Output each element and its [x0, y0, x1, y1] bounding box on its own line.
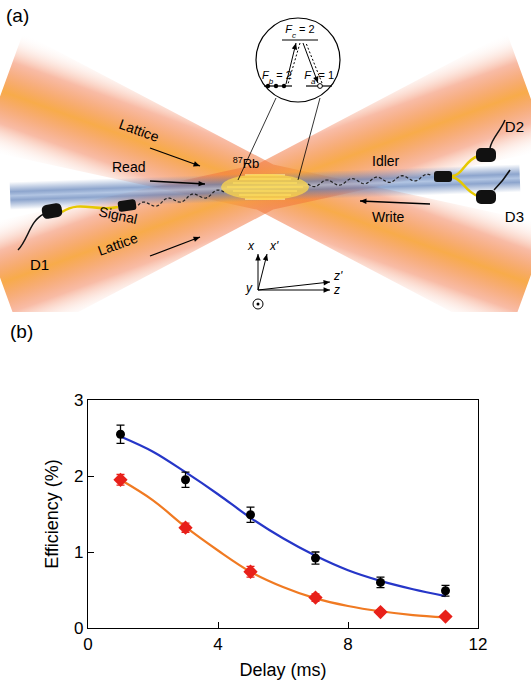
- svg-text:12: 12: [469, 635, 488, 654]
- svg-text:z: z: [333, 283, 340, 297]
- svg-text:(b): (b): [10, 321, 33, 342]
- svg-text:8: 8: [343, 635, 352, 654]
- svg-text:x': x': [269, 239, 279, 253]
- html-text:Fb= 2: Fb= 2: [262, 69, 292, 86]
- svg-text:Lattice: Lattice: [117, 116, 161, 145]
- svg-text:0: 0: [74, 619, 83, 638]
- svg-text:3: 3: [74, 391, 83, 410]
- svg-text:D1: D1: [30, 256, 49, 273]
- svg-text:D2: D2: [505, 118, 524, 135]
- svg-text:Lattice: Lattice: [96, 230, 140, 259]
- svg-text:4: 4: [213, 635, 222, 654]
- svg-text:2: 2: [74, 467, 83, 486]
- svg-text:D3: D3: [505, 208, 524, 225]
- svg-text:x: x: [247, 239, 255, 253]
- svg-text:Idler: Idler: [372, 153, 400, 169]
- svg-text:Fc = 2: Fc = 2: [285, 23, 314, 40]
- svg-text:z': z': [333, 269, 343, 283]
- svg-text:Delay (ms): Delay (ms): [239, 660, 326, 680]
- svg-text:0: 0: [83, 635, 92, 654]
- svg-text:(a): (a): [6, 5, 29, 26]
- svg-text:Efficiency (%): Efficiency (%): [42, 459, 62, 569]
- svg-text:y: y: [245, 281, 253, 295]
- svg-text:1: 1: [74, 543, 83, 562]
- svg-text:Read: Read: [112, 159, 145, 175]
- svg-text:Write: Write: [372, 209, 405, 225]
- svg-text:Signal: Signal: [97, 203, 138, 227]
- svg-text:87Rb: 87Rb: [233, 155, 260, 171]
- svg-text:Fa = 1: Fa = 1: [304, 69, 334, 86]
